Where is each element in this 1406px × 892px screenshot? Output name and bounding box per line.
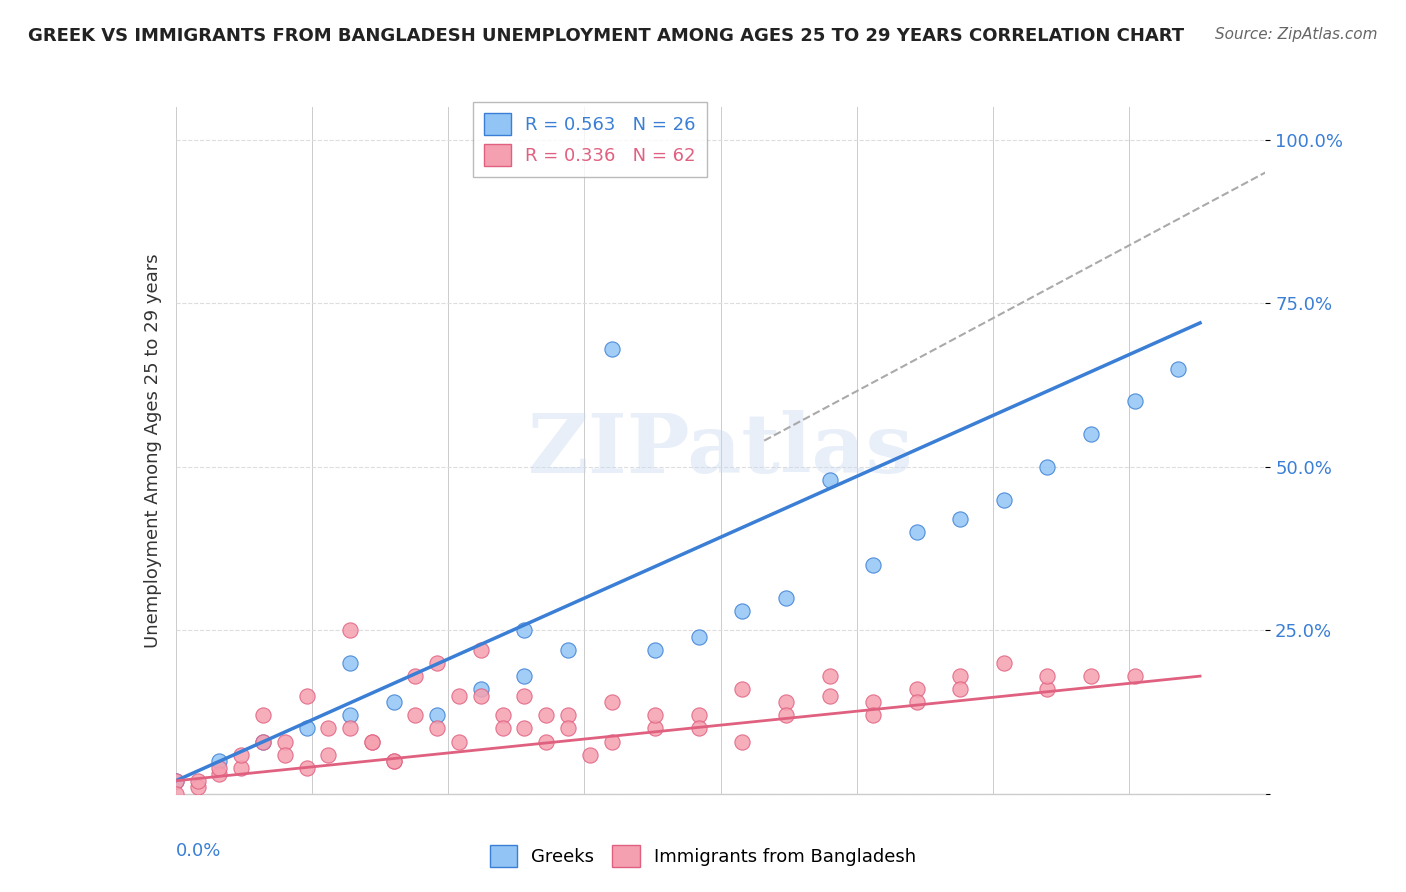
Point bbox=[513, 722, 536, 736]
Point bbox=[1167, 361, 1189, 376]
Point bbox=[339, 656, 361, 670]
Point bbox=[644, 643, 666, 657]
Point bbox=[186, 780, 209, 795]
Y-axis label: Unemployment Among Ages 25 to 29 years: Unemployment Among Ages 25 to 29 years bbox=[143, 253, 162, 648]
Point bbox=[644, 708, 666, 723]
Point bbox=[949, 682, 972, 697]
Point bbox=[534, 708, 557, 723]
Point bbox=[165, 773, 187, 788]
Point bbox=[557, 722, 579, 736]
Point bbox=[993, 656, 1015, 670]
Point bbox=[426, 722, 449, 736]
Point bbox=[1080, 427, 1102, 442]
Point bbox=[513, 689, 536, 703]
Point bbox=[274, 747, 297, 762]
Point bbox=[644, 722, 666, 736]
Point bbox=[339, 708, 361, 723]
Point bbox=[382, 695, 405, 709]
Point bbox=[949, 512, 972, 526]
Point bbox=[600, 342, 623, 356]
Point bbox=[731, 682, 754, 697]
Point bbox=[252, 708, 274, 723]
Legend: R = 0.563   N = 26, R = 0.336   N = 62: R = 0.563 N = 26, R = 0.336 N = 62 bbox=[472, 103, 707, 178]
Point bbox=[274, 734, 297, 748]
Point bbox=[905, 695, 928, 709]
Point bbox=[557, 643, 579, 657]
Point bbox=[1036, 459, 1059, 474]
Point bbox=[470, 689, 492, 703]
Point bbox=[818, 669, 841, 683]
Point bbox=[818, 689, 841, 703]
Point bbox=[534, 734, 557, 748]
Point bbox=[818, 473, 841, 487]
Point bbox=[208, 761, 231, 775]
Point bbox=[862, 558, 884, 572]
Point bbox=[447, 689, 470, 703]
Text: 0.0%: 0.0% bbox=[176, 842, 221, 860]
Point bbox=[295, 722, 318, 736]
Point bbox=[470, 682, 492, 697]
Point bbox=[186, 773, 209, 788]
Point bbox=[557, 708, 579, 723]
Text: GREEK VS IMMIGRANTS FROM BANGLADESH UNEMPLOYMENT AMONG AGES 25 TO 29 YEARS CORRE: GREEK VS IMMIGRANTS FROM BANGLADESH UNEM… bbox=[28, 27, 1184, 45]
Point bbox=[513, 669, 536, 683]
Point bbox=[208, 767, 231, 781]
Point bbox=[862, 695, 884, 709]
Point bbox=[775, 708, 797, 723]
Point bbox=[688, 708, 710, 723]
Point bbox=[731, 734, 754, 748]
Point bbox=[1123, 669, 1146, 683]
Point bbox=[1036, 669, 1059, 683]
Point bbox=[470, 643, 492, 657]
Point bbox=[165, 787, 187, 801]
Point bbox=[1080, 669, 1102, 683]
Point bbox=[252, 734, 274, 748]
Point bbox=[993, 492, 1015, 507]
Point bbox=[600, 734, 623, 748]
Point bbox=[492, 722, 515, 736]
Point bbox=[579, 747, 602, 762]
Point bbox=[1036, 682, 1059, 697]
Point bbox=[905, 525, 928, 540]
Point bbox=[339, 624, 361, 638]
Point bbox=[492, 708, 515, 723]
Point bbox=[905, 682, 928, 697]
Point bbox=[426, 656, 449, 670]
Point bbox=[360, 734, 382, 748]
Legend: Greeks, Immigrants from Bangladesh: Greeks, Immigrants from Bangladesh bbox=[482, 838, 924, 874]
Point bbox=[600, 695, 623, 709]
Point bbox=[208, 754, 231, 768]
Point bbox=[295, 689, 318, 703]
Text: Source: ZipAtlas.com: Source: ZipAtlas.com bbox=[1215, 27, 1378, 42]
Point bbox=[295, 761, 318, 775]
Point bbox=[405, 669, 427, 683]
Point bbox=[775, 695, 797, 709]
Point bbox=[1123, 394, 1146, 409]
Point bbox=[731, 604, 754, 618]
Point bbox=[775, 591, 797, 605]
Point bbox=[688, 630, 710, 644]
Point bbox=[513, 624, 536, 638]
Point bbox=[447, 734, 470, 748]
Point bbox=[426, 708, 449, 723]
Point bbox=[382, 754, 405, 768]
Point bbox=[165, 773, 187, 788]
Point bbox=[949, 669, 972, 683]
Point bbox=[339, 722, 361, 736]
Text: ZIPatlas: ZIPatlas bbox=[527, 410, 914, 491]
Point bbox=[231, 747, 253, 762]
Point bbox=[252, 734, 274, 748]
Point bbox=[688, 722, 710, 736]
Point bbox=[405, 708, 427, 723]
Point bbox=[382, 754, 405, 768]
Point bbox=[231, 761, 253, 775]
Point bbox=[318, 722, 340, 736]
Point bbox=[360, 734, 382, 748]
Point bbox=[862, 708, 884, 723]
Point bbox=[318, 747, 340, 762]
